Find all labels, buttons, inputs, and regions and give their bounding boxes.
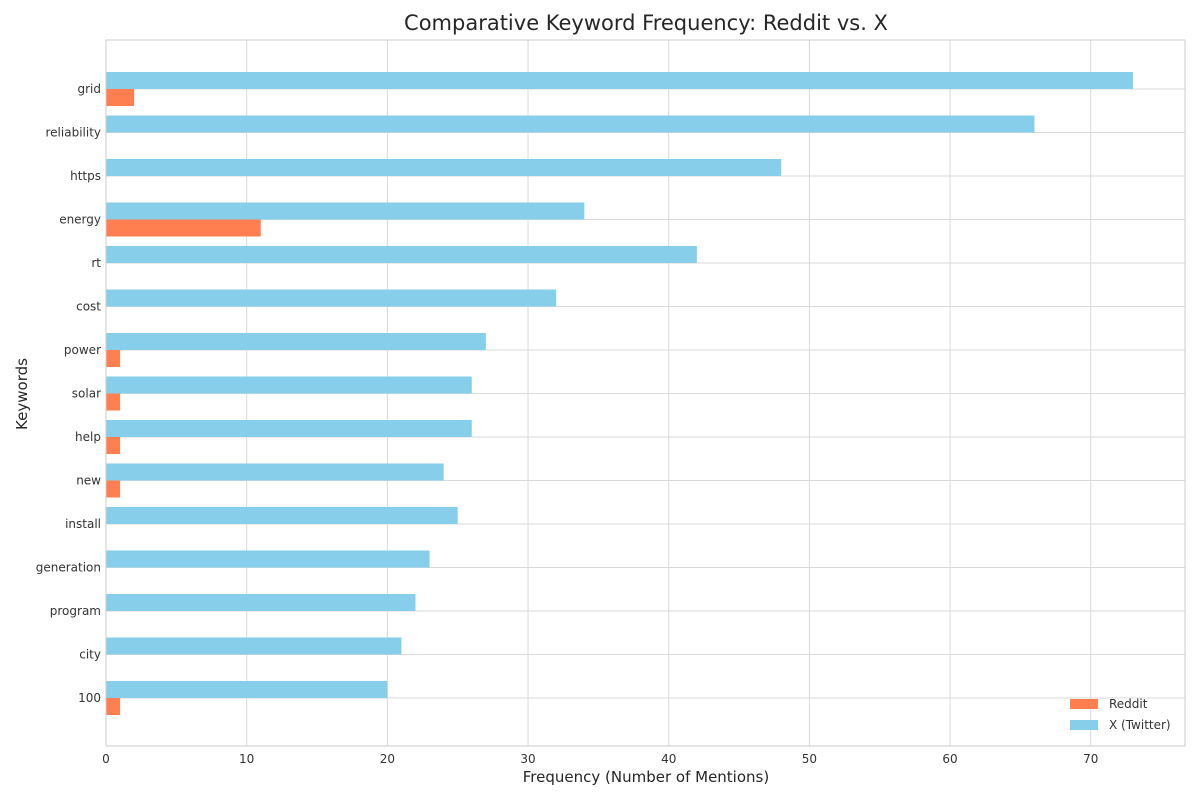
bar-reddit [106, 437, 121, 454]
bar-x-twitter [106, 376, 472, 394]
bars [106, 72, 1133, 715]
bar-x-twitter [106, 550, 430, 568]
x-tick-label: 40 [661, 752, 676, 766]
x-tick-labels: 0 10 20 30 40 50 60 70 [102, 752, 1098, 766]
y-axis-title: Keywords [13, 358, 31, 430]
x-tick-label: 30 [520, 752, 535, 766]
y-tick-label: cost [76, 300, 101, 314]
y-tick-label: new [76, 474, 101, 488]
y-tick-label: help [75, 430, 101, 444]
legend: Reddit X (Twitter) [1070, 697, 1171, 732]
x-tick-label: 20 [380, 752, 395, 766]
y-tick-label: https [70, 169, 101, 183]
bar-x-twitter [106, 594, 416, 611]
legend-entry-x-twitter: X (Twitter) [1109, 718, 1171, 732]
y-tick-label: generation [36, 561, 101, 575]
bar-x-twitter [106, 159, 782, 176]
x-tick-label: 60 [942, 752, 957, 766]
bar-reddit [106, 350, 121, 367]
bar-x-twitter [106, 246, 697, 263]
bar-x-twitter [106, 333, 486, 350]
bar-x-twitter [106, 681, 388, 698]
y-tick-label: solar [72, 387, 101, 401]
plot-frame [105, 39, 1186, 747]
legend-entry-reddit: Reddit [1109, 697, 1148, 711]
y-tick-label: reliability [46, 126, 102, 140]
bar-reddit [106, 219, 261, 237]
bar-reddit [106, 89, 135, 106]
bar-reddit [106, 480, 121, 498]
y-tick-label: install [65, 517, 101, 531]
y-tick-label: 100 [78, 691, 101, 705]
bar-x-twitter [106, 637, 402, 655]
legend-swatch [1070, 699, 1098, 709]
y-tick-label: program [50, 604, 101, 618]
y-tick-label: rt [91, 256, 101, 270]
x-axis-title: Frequency (Number of Mentions) [523, 768, 769, 786]
bar-x-twitter [106, 72, 1133, 89]
y-tick-label: energy [59, 213, 101, 227]
bar-x-twitter [106, 507, 458, 524]
y-tick-label: power [64, 343, 101, 357]
x-tick-label: 70 [1083, 752, 1098, 766]
legend-swatch [1070, 720, 1098, 730]
bar-x-twitter [106, 289, 557, 307]
bar-reddit [106, 393, 121, 411]
bar-x-twitter [106, 115, 1035, 133]
chart-title: Comparative Keyword Frequency: Reddit vs… [404, 11, 888, 35]
y-tick-label: city [79, 648, 101, 662]
x-tick-label: 10 [239, 752, 254, 766]
y-tick-labels: grid reliability https energy rt cost power sol… [36, 82, 102, 705]
y-tick-label: grid [77, 82, 101, 96]
bar-x-twitter [106, 463, 444, 481]
x-tick-label: 50 [802, 752, 817, 766]
bar-reddit [106, 698, 121, 715]
bar-x-twitter [106, 420, 472, 437]
x-tick-label: 0 [102, 752, 110, 766]
bar-x-twitter [106, 202, 585, 220]
